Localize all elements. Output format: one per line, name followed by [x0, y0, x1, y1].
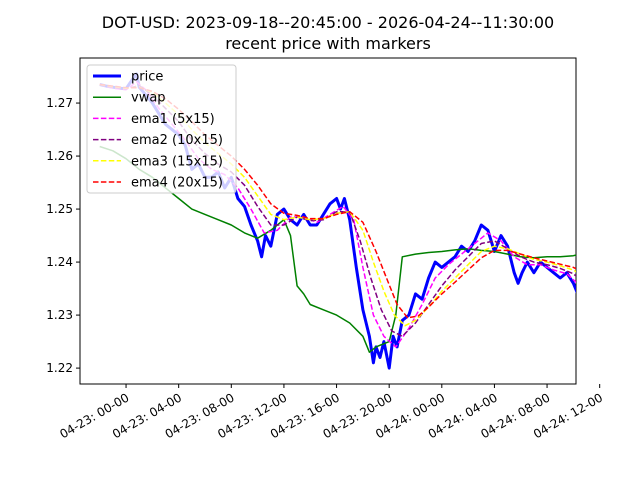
y-tick-label: 1.26 [46, 149, 73, 163]
legend-label: ema2 (10x15) [131, 133, 223, 148]
y-tick-label: 1.22 [46, 361, 73, 375]
legend-box [86, 64, 237, 194]
y-axis: 1.22 1.23 1.24 1.25 1.26 1.27 [46, 96, 80, 375]
legend-label: ema4 (20x15) [131, 176, 223, 191]
series-line-vwap [99, 145, 576, 353]
y-tick-label: 1.23 [46, 308, 73, 322]
chart-subtitle: recent price with markers [225, 34, 431, 53]
legend-label: ema3 (15x15) [131, 154, 223, 169]
legend-label: ema1 (5x15) [131, 112, 215, 127]
y-tick-label: 1.25 [46, 202, 73, 216]
chart-title: DOT-USD: 2023-09-18--20:45:00 - 2026-04-… [102, 13, 554, 32]
legend-label: price [131, 70, 163, 85]
legend-label: vwap [131, 91, 166, 106]
y-tick-label: 1.27 [46, 96, 73, 110]
y-tick-label: 1.24 [46, 255, 73, 269]
legend: price vwap ema1 (5x15) ema2 (10x15) ema3 (15… [86, 64, 237, 194]
